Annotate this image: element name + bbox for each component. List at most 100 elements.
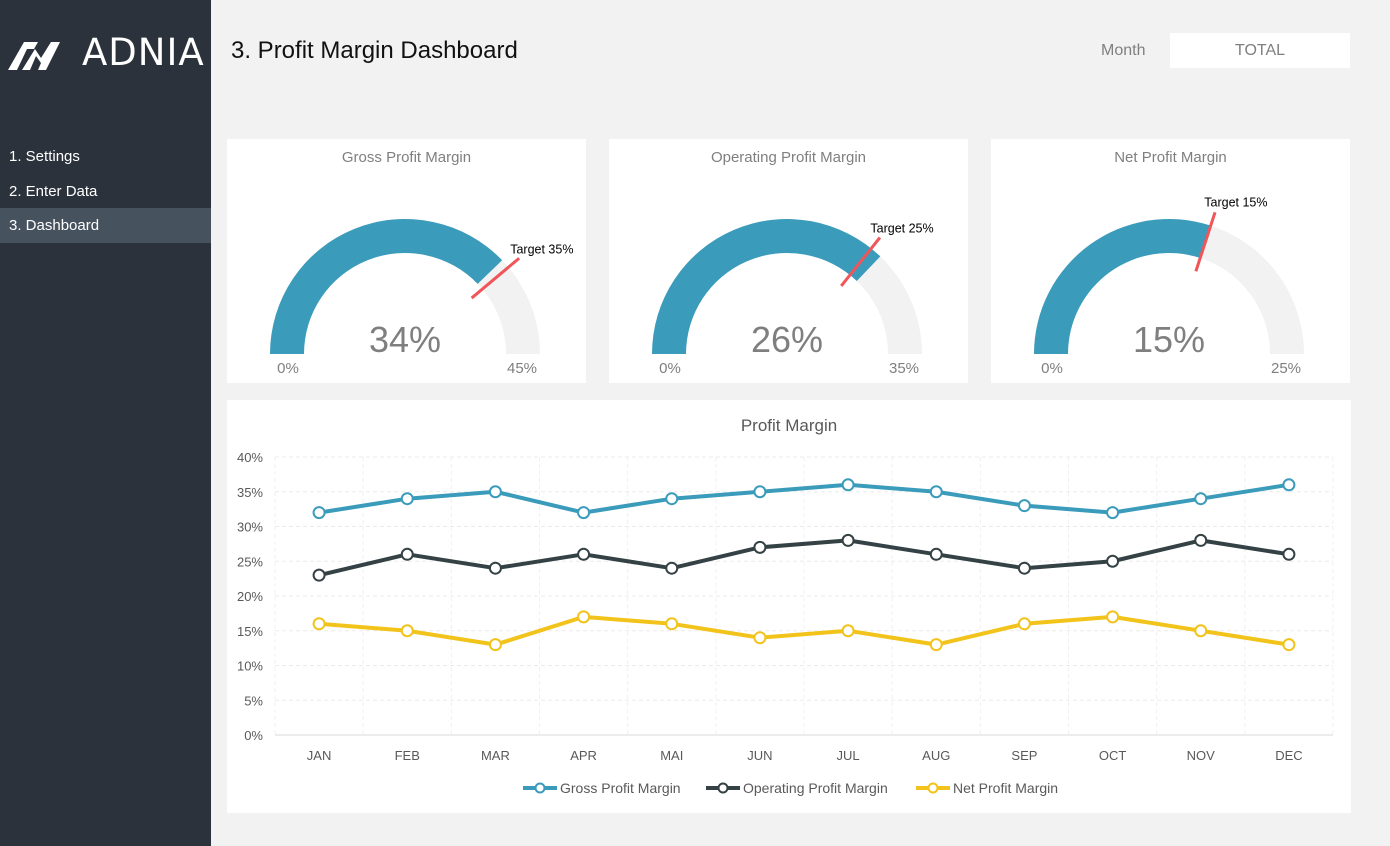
gauge-title: Gross Profit Margin — [342, 149, 471, 166]
legend-marker — [534, 782, 546, 794]
x-tick-label: DEC — [1275, 748, 1302, 763]
y-tick-label: 15% — [237, 624, 263, 639]
adnia-logo-icon — [8, 42, 60, 70]
gauge-card-operating: Operating Profit Margin Target 25% 26% 0… — [609, 139, 968, 383]
data-point — [753, 631, 767, 645]
series-line — [318, 614, 1290, 647]
data-point — [1017, 617, 1031, 631]
target-label: Target 35% — [510, 243, 573, 257]
target-marker — [470, 257, 521, 300]
gauge-min-label: 0% — [277, 360, 299, 377]
gauge-value: 26% — [751, 319, 823, 360]
data-point — [577, 547, 591, 561]
gauge-min-label: 0% — [1041, 360, 1063, 377]
x-tick-label: SEP — [1011, 748, 1037, 763]
y-tick-label: 25% — [237, 554, 263, 569]
data-point — [1106, 554, 1120, 568]
x-tick-label: OCT — [1099, 748, 1127, 763]
chart-title: Profit Margin — [741, 416, 837, 435]
target-marker — [840, 236, 882, 287]
data-point — [400, 547, 414, 561]
data-point — [929, 485, 943, 499]
gauge-max-label: 45% — [507, 360, 537, 377]
gauge-value: 15% — [1133, 319, 1205, 360]
legend-label: Operating Profit Margin — [743, 780, 888, 796]
y-tick-label: 20% — [237, 589, 263, 604]
series-line — [318, 538, 1290, 578]
data-point — [1106, 610, 1120, 624]
data-point — [1194, 624, 1208, 638]
data-point — [400, 492, 414, 506]
y-tick-label: 35% — [237, 485, 263, 500]
gauge-min-label: 0% — [659, 360, 681, 377]
profit-margin-line-chart: Profit Margin 0% 5% 10% 15% 20% 25% 30% 35% 40% J… — [237, 416, 1334, 796]
legend-marker — [927, 782, 939, 794]
data-point — [577, 610, 591, 624]
data-point — [841, 533, 855, 547]
gauge-card-gross: Gross Profit Margin Target 35% 34% 0% 45… — [227, 139, 586, 383]
y-tick-label: 10% — [237, 659, 263, 674]
data-point — [665, 492, 679, 506]
gauge-max-label: 35% — [889, 360, 919, 377]
data-point — [1017, 561, 1031, 575]
month-select[interactable]: TOTAL — [1170, 33, 1350, 68]
data-point — [1282, 478, 1296, 492]
x-tick-label: NOV — [1187, 748, 1216, 763]
target-label: Target 15% — [1204, 195, 1267, 209]
x-tick-label: FEB — [395, 748, 420, 763]
data-point — [841, 624, 855, 638]
x-tick-label: MAR — [481, 748, 510, 763]
gauge-gross: Gross Profit Margin Target 35% 34% 0% 45… — [270, 149, 573, 377]
data-point — [312, 506, 326, 520]
gauge-fill — [652, 219, 881, 354]
data-point — [929, 547, 943, 561]
data-point — [665, 617, 679, 631]
sidebar-item-enter-data[interactable]: 2. Enter Data — [9, 183, 98, 200]
legend-marker — [717, 782, 729, 794]
series-line — [318, 482, 1290, 515]
gauge-fill — [270, 218, 503, 354]
gauge-fill — [1034, 219, 1211, 354]
sidebar-item-settings[interactable]: 1. Settings — [9, 148, 80, 165]
data-point — [1106, 506, 1120, 520]
y-tick-label: 5% — [244, 693, 263, 708]
data-point — [1282, 547, 1296, 561]
data-point — [488, 638, 502, 652]
sidebar: ADNIA 1. Settings 2. Enter Data 3. Dashb… — [0, 0, 211, 846]
data-point — [753, 540, 767, 554]
data-point — [665, 561, 679, 575]
x-tick-label: JUL — [837, 748, 860, 763]
data-point — [841, 478, 855, 492]
data-point — [577, 506, 591, 520]
x-tick-label: APR — [570, 748, 597, 763]
gauge-title: Net Profit Margin — [1114, 149, 1227, 166]
month-label: Month — [1101, 42, 1146, 59]
data-point — [488, 561, 502, 575]
y-tick-label: 30% — [237, 520, 263, 535]
data-point — [753, 485, 767, 499]
data-point — [400, 624, 414, 638]
data-point — [1282, 638, 1296, 652]
legend-label: Net Profit Margin — [953, 780, 1058, 796]
gauge-operating: Operating Profit Margin Target 25% 26% 0… — [652, 149, 934, 377]
data-point — [1194, 533, 1208, 547]
gauge-value: 34% — [369, 319, 441, 360]
brand-logo[interactable]: ADNIA — [8, 32, 208, 74]
x-tick-label: JUN — [747, 748, 772, 763]
x-tick-label: MAI — [660, 748, 683, 763]
data-point — [929, 638, 943, 652]
data-point — [312, 568, 326, 582]
gauge-card-net: Net Profit Margin Target 15% 15% 0% 25% — [991, 139, 1350, 383]
brand-name: ADNIA — [82, 31, 205, 74]
x-tick-label: AUG — [922, 748, 950, 763]
data-point — [1194, 492, 1208, 506]
sidebar-item-dashboard[interactable]: 3. Dashboard — [0, 208, 211, 243]
gauge-title: Operating Profit Margin — [711, 149, 866, 166]
profit-margin-chart-card: Profit Margin 0% 5% 10% 15% 20% 25% 30% 35% 40% J… — [227, 400, 1351, 813]
legend-label: Gross Profit Margin — [560, 780, 681, 796]
data-point — [312, 617, 326, 631]
y-tick-label: 0% — [244, 728, 263, 743]
target-marker — [1194, 211, 1217, 272]
page-title: 3. Profit Margin Dashboard — [231, 37, 518, 64]
gauge-net: Net Profit Margin Target 15% 15% 0% 25% — [1034, 149, 1304, 377]
